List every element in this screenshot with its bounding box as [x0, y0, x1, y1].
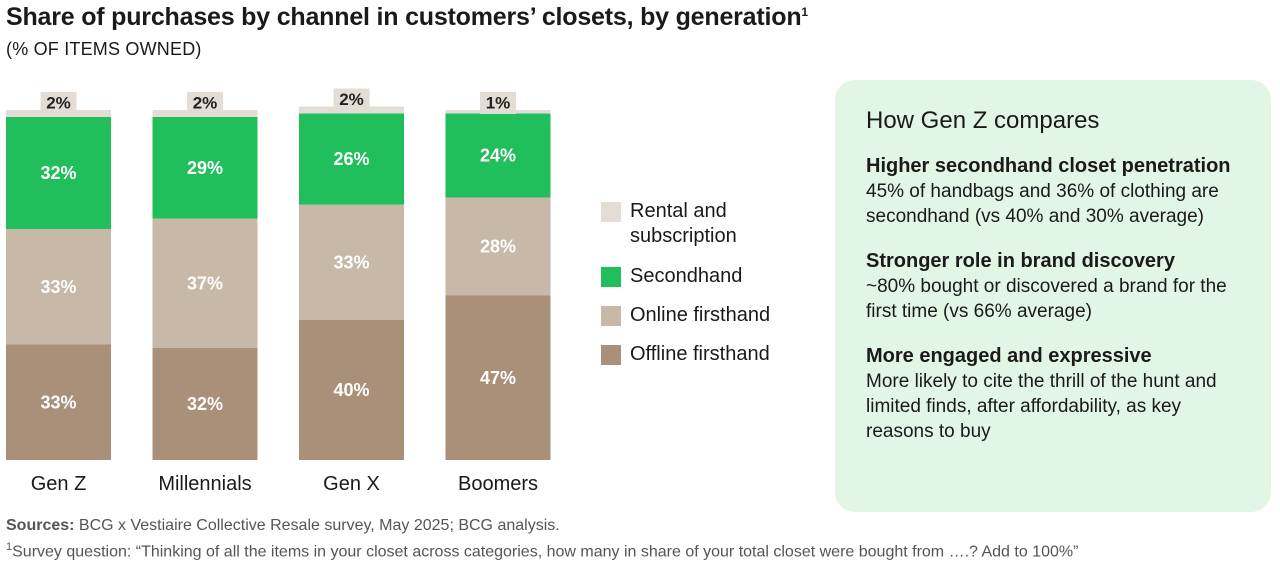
data-label-gen-x-offline-firsthand: 40%: [333, 380, 369, 400]
legend-label-secondhand: Secondhand: [630, 265, 743, 287]
data-label-gen-z-rental-and-subscription: 2%: [46, 94, 71, 113]
data-label-gen-x-online-firsthand: 33%: [333, 252, 369, 272]
data-label-millennials-secondhand: 29%: [187, 158, 223, 178]
chart-subtitle: (% OF ITEMS OWNED): [6, 39, 202, 59]
x-tick-label-millennials: Millennials: [158, 473, 251, 495]
panel-section-heading: Stronger role in brand discovery: [866, 250, 1175, 272]
panel-section-brand-discovery: Stronger role in brand discovery ~80% bo…: [866, 249, 1241, 324]
top-label-box-gen-z: [40, 92, 77, 114]
legend-label-online-firsthand: Online firsthand: [630, 304, 771, 326]
bar-segment-millennials-online-firsthand: [152, 218, 258, 348]
top-label-box-boomers: [480, 92, 516, 114]
bar-segment-gen-x-offline-firsthand: [299, 320, 404, 460]
data-label-boomers-secondhand: 24%: [480, 146, 516, 166]
gen-z-comparison-panel: How Gen Z compares Higher secondhand clo…: [835, 80, 1271, 512]
bar-segment-gen-z-online-firsthand: [6, 229, 111, 345]
bar-segment-millennials-secondhand: [152, 117, 258, 219]
legend-swatch-online-firsthand: [601, 306, 621, 326]
data-label-millennials-rental-and-subscription: 2%: [193, 94, 218, 113]
footnote-mark: 1: [6, 541, 13, 553]
panel-title: How Gen Z compares: [866, 107, 1100, 134]
bar-segment-gen-x-secondhand: [299, 113, 404, 205]
footnote-text: Survey question: “Thinking of all the it…: [12, 543, 1079, 561]
panel-section-body: 45% of handbags and 36% of clothing are …: [866, 181, 1219, 227]
sources-note: Sources: BCG x Vestiaire Collective Resa…: [6, 517, 560, 535]
data-label-gen-x-secondhand: 26%: [333, 149, 369, 169]
footnote: 1Survey question: “Thinking of all the i…: [6, 541, 1078, 561]
bar-segment-boomers-offline-firsthand: [445, 295, 551, 460]
sources-text: BCG x Vestiaire Collective Resale survey…: [74, 517, 560, 534]
stacked-bar-chart: 33% 33% 32% 2% Gen Z 32% 37% 29% 2% Millennials 40…: [6, 88, 551, 495]
data-label-boomers-rental-and-subscription: 1%: [486, 94, 511, 113]
legend-label-offline-firsthand: Offline firsthand: [630, 343, 770, 365]
legend-swatch-secondhand: [601, 267, 621, 287]
data-label-millennials-offline-firsthand: 32%: [187, 394, 223, 414]
x-tick-label-boomers: Boomers: [458, 473, 538, 495]
top-label-box-gen-x: [333, 88, 370, 111]
top-label-box-millennials: [187, 92, 223, 114]
panel-section-engagement: More engaged and expressive More likely …: [866, 344, 1241, 444]
bar-segment-gen-z-secondhand: [6, 117, 111, 229]
panel-section-secondhand: Higher secondhand closet penetration 45%…: [866, 154, 1241, 229]
bar-segment-boomers-secondhand: [445, 113, 551, 198]
legend-item-secondhand: Secondhand: [601, 264, 770, 289]
sources-label: Sources:: [6, 517, 75, 534]
data-label-gen-z-online-firsthand: 33%: [40, 277, 76, 297]
data-label-boomers-online-firsthand: 28%: [480, 237, 516, 257]
bar-segment-gen-z-offline-firsthand: [6, 344, 111, 460]
panel-section-body: ~80% bought or discovered a brand for th…: [866, 276, 1227, 322]
legend-swatch-rental: [601, 202, 621, 222]
legend-swatch-offline-firsthand: [601, 345, 621, 365]
x-tick-label-gen-x: Gen X: [323, 473, 380, 495]
bar-segment-millennials-offline-firsthand: [152, 348, 258, 460]
chart-title-text: Share of purchases by channel in custome…: [6, 3, 802, 31]
bar-segment-gen-x-online-firsthand: [299, 204, 404, 320]
data-label-gen-z-offline-firsthand: 33%: [40, 392, 76, 412]
data-label-gen-z-secondhand: 32%: [40, 163, 76, 183]
legend-item-online-firsthand: Online firsthand: [601, 303, 770, 328]
bar-segment-boomers-online-firsthand: [445, 197, 551, 296]
legend-label-rental: Rental and subscription: [630, 200, 737, 247]
title-footnote-mark: 1: [801, 5, 808, 19]
chart-legend: Rental and subscription Secondhand Onlin…: [601, 199, 770, 367]
legend-item-offline-firsthand: Offline firsthand: [601, 342, 770, 367]
data-label-boomers-offline-firsthand: 47%: [480, 368, 516, 388]
panel-section-heading: More engaged and expressive: [866, 345, 1152, 367]
x-tick-label-gen-z: Gen Z: [31, 473, 87, 495]
chart-title: Share of purchases by channel in custome…: [6, 3, 808, 32]
legend-item-rental: Rental and subscription: [601, 199, 770, 249]
panel-section-heading: Higher secondhand closet penetration: [866, 155, 1231, 177]
data-label-gen-x-rental-and-subscription: 2%: [339, 90, 364, 109]
panel-section-body: More likely to cite the thrill of the hu…: [866, 371, 1217, 442]
data-label-millennials-online-firsthand: 37%: [187, 273, 223, 293]
